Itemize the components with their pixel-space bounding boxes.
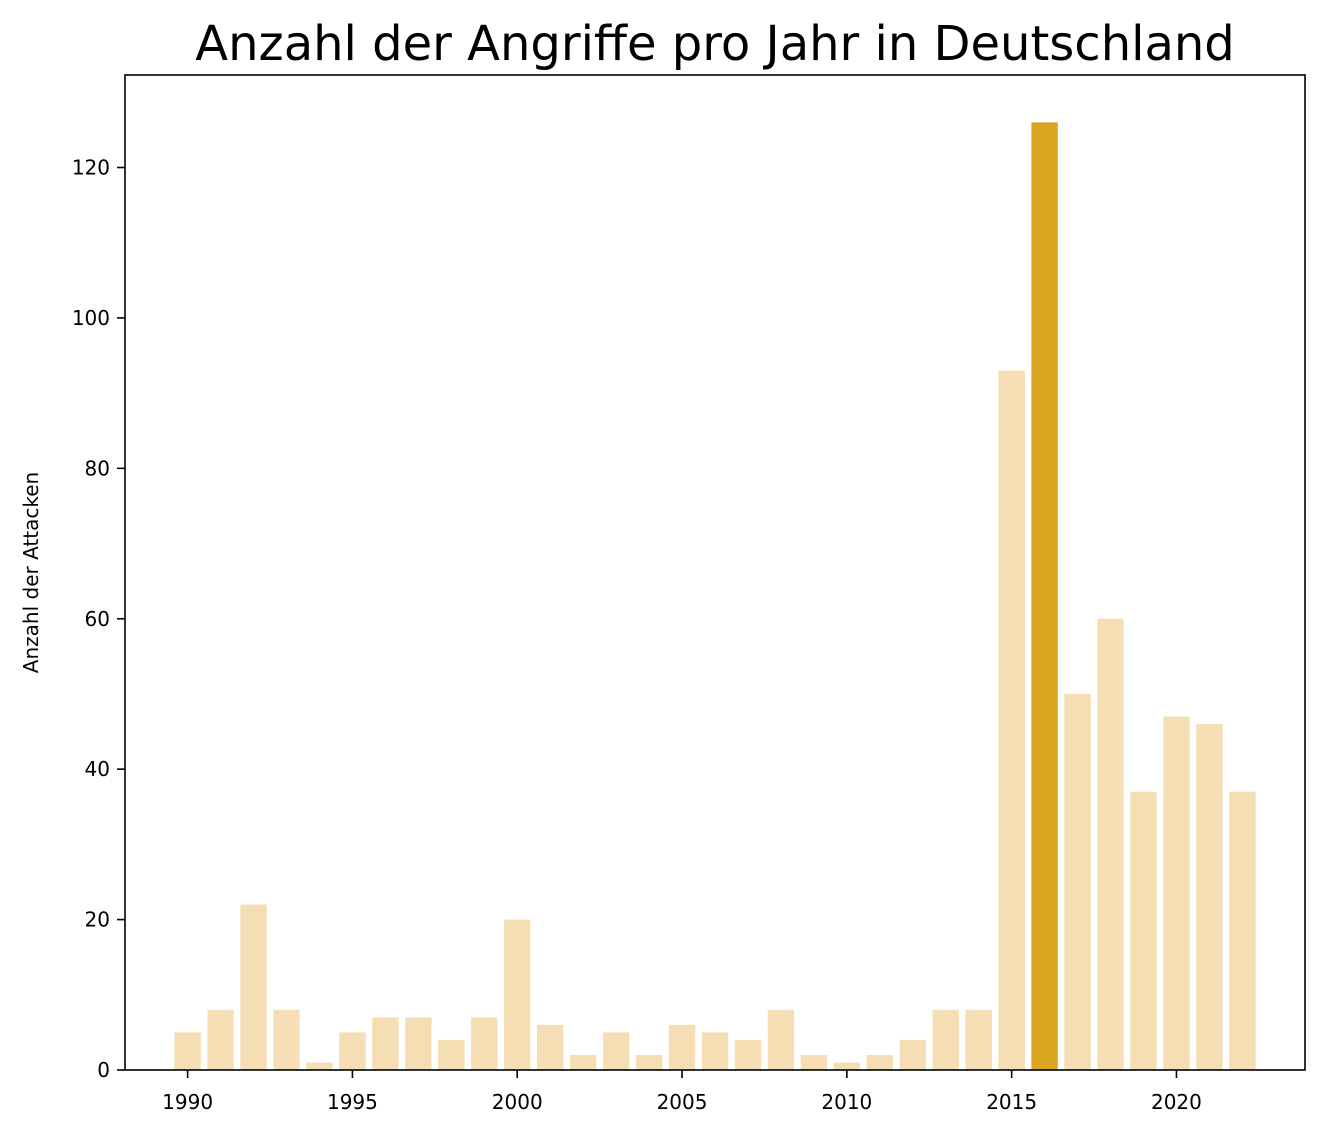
y-tick-label: 100	[72, 306, 110, 330]
y-tick-label: 60	[85, 607, 110, 631]
bar-2021	[1196, 724, 1223, 1070]
x-tick-label: 2020	[1151, 1090, 1202, 1114]
x-tick-label: 2015	[986, 1090, 1037, 1114]
y-tick-label: 20	[85, 908, 110, 932]
bar-2000	[504, 919, 531, 1070]
bar-highlight-2016	[1031, 122, 1058, 1070]
chart-title: Anzahl der Angriffe pro Jahr in Deutschl…	[195, 16, 1235, 72]
y-tick-label: 80	[85, 456, 110, 480]
y-axis-ticks: 0 20 40 60 80 100 120	[72, 156, 125, 1082]
bar-1991	[207, 1009, 234, 1070]
bar-2004	[635, 1054, 663, 1070]
x-tick-label: 2010	[821, 1090, 872, 1114]
bar-1999	[471, 1017, 498, 1070]
bar-1998	[438, 1039, 465, 1070]
y-axis-label: Anzahl der Attacken	[19, 472, 43, 673]
bars-layer	[174, 122, 1256, 1070]
bar-1995	[339, 1032, 366, 1070]
bar-2009	[800, 1054, 828, 1070]
x-axis-ticks: 1990 1995 2000 2005 2010 2015 2020	[162, 1070, 1202, 1114]
bar-1993	[273, 1009, 300, 1070]
bar-2005	[668, 1024, 696, 1070]
x-tick-label: 2005	[657, 1090, 708, 1114]
bar-2019	[1130, 791, 1157, 1070]
bar-1990	[174, 1032, 201, 1070]
bar-2007	[734, 1039, 762, 1070]
bar-2013	[932, 1009, 959, 1070]
bar-2010	[833, 1062, 861, 1070]
bar-2017	[1064, 693, 1091, 1070]
bar-2012	[899, 1039, 926, 1070]
y-tick-label: 40	[85, 757, 110, 781]
x-tick-label: 1995	[327, 1090, 378, 1114]
bar-2008	[767, 1009, 795, 1070]
bar-1997	[405, 1017, 432, 1070]
bar-1996	[372, 1017, 399, 1070]
x-tick-label: 1990	[162, 1090, 213, 1114]
bar-2015	[998, 370, 1025, 1070]
y-tick-label: 0	[97, 1058, 110, 1082]
axes-frame	[124, 74, 1306, 1071]
bar-2002	[569, 1054, 597, 1070]
bar-2003	[602, 1032, 630, 1070]
bar-2020	[1163, 716, 1190, 1070]
bar-2022	[1229, 791, 1256, 1070]
bar-1992	[240, 904, 267, 1070]
bar-2014	[965, 1009, 992, 1070]
bar-2018	[1097, 618, 1124, 1070]
bar-2011	[866, 1054, 893, 1070]
y-tick-label: 120	[72, 156, 110, 180]
bar-2006	[701, 1032, 729, 1070]
x-tick-label: 2000	[492, 1090, 543, 1114]
bar-2001	[537, 1024, 564, 1070]
bar-1994	[306, 1062, 333, 1070]
